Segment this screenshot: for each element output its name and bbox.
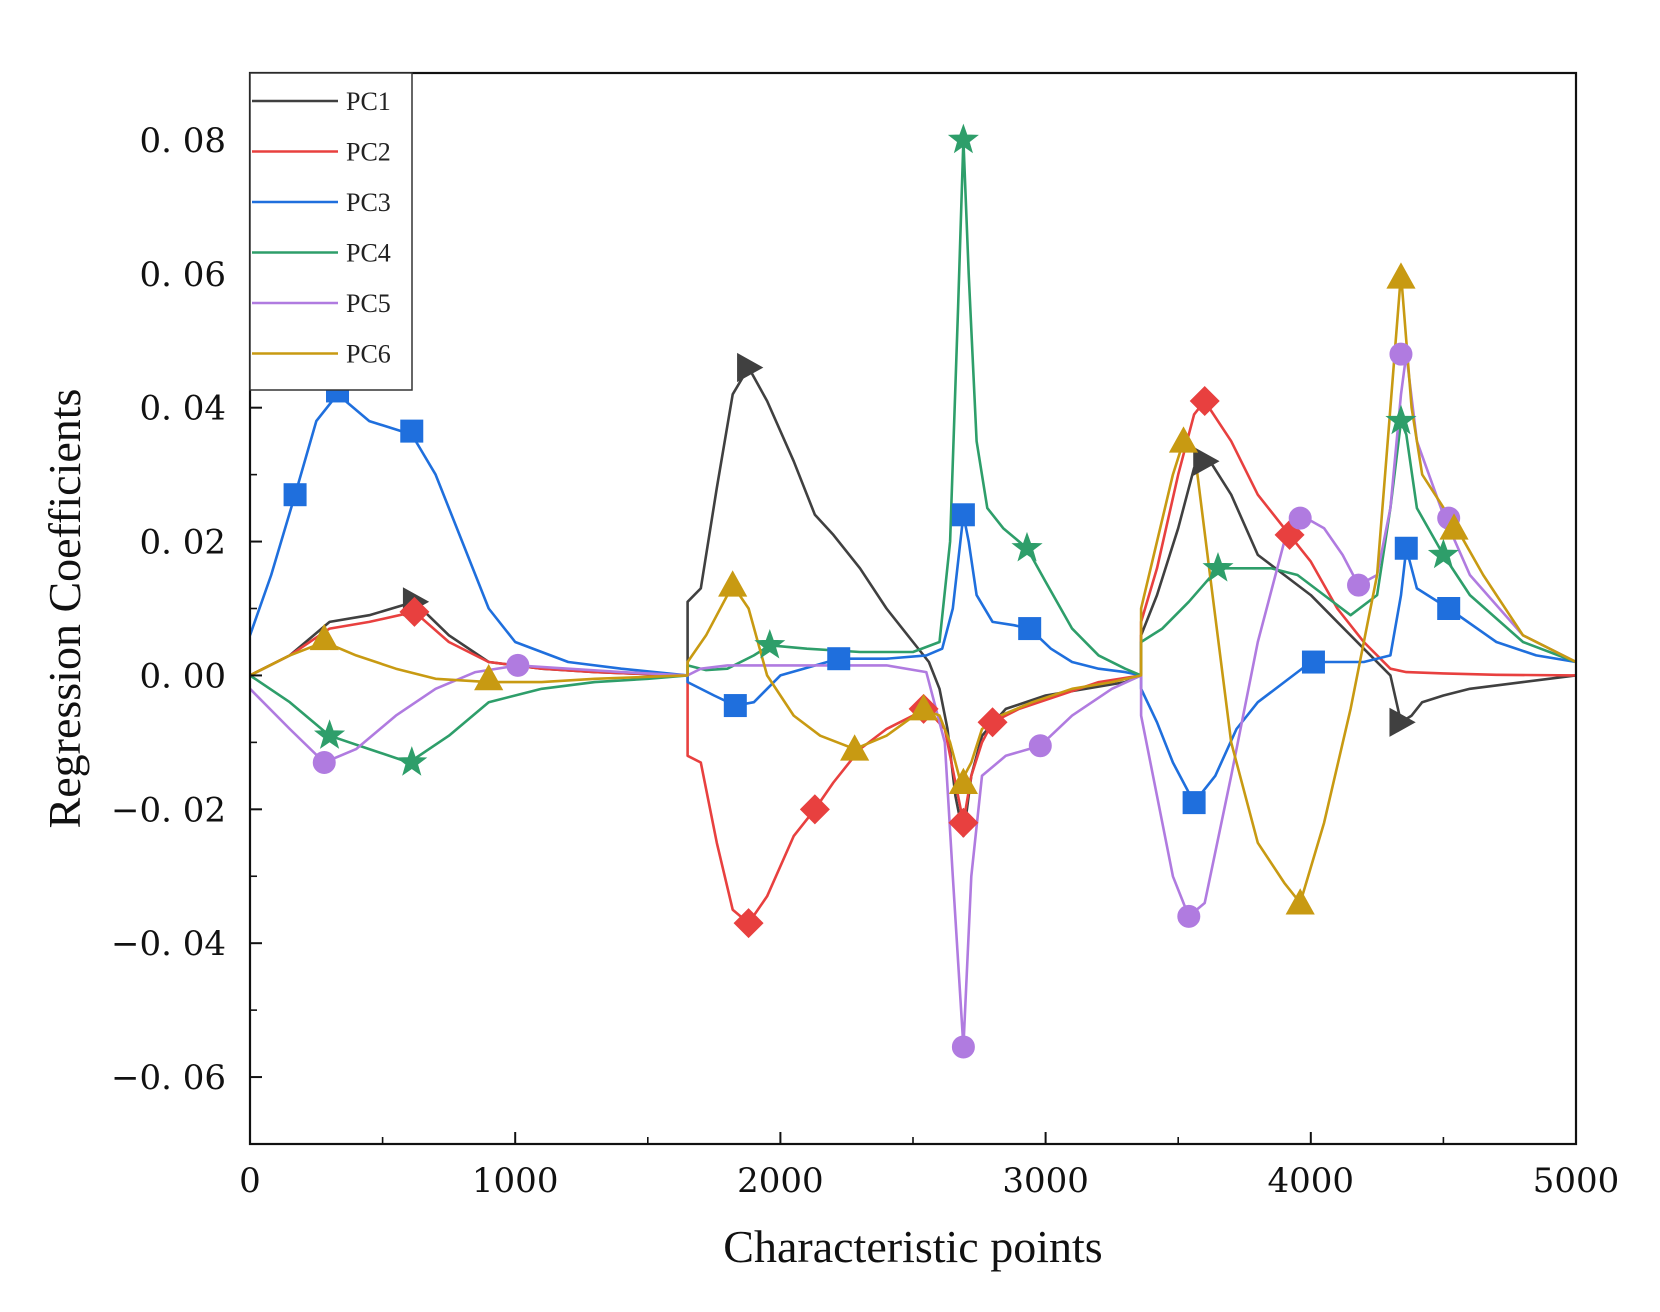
marker-pc6-4	[909, 694, 939, 721]
marker-pc5-5	[1288, 506, 1312, 530]
x-tick-label: 0	[239, 1161, 261, 1201]
y-axis-title: Regression Coefficients	[39, 389, 90, 829]
legend-label-pc1: PC1	[346, 87, 391, 116]
marker-pc3-2	[400, 419, 424, 443]
marker-pc4-3	[947, 123, 979, 154]
marker-pc5-2	[951, 1035, 975, 1059]
series-line-pc4	[250, 138, 1576, 764]
marker-pc3-6	[1018, 617, 1042, 641]
marker-pc1-3	[1389, 707, 1416, 737]
legend-box	[249, 72, 413, 391]
marker-pc4-7	[1427, 538, 1459, 569]
marker-pc2-0	[399, 596, 430, 627]
series-line-pc5	[250, 352, 1576, 1049]
marker-pc3-9	[1394, 536, 1418, 560]
marker-pc2-1	[733, 908, 764, 939]
marker-pc1-2	[1193, 446, 1220, 476]
marker-pc5-0	[312, 750, 336, 774]
legend-label-pc5: PC5	[346, 289, 391, 318]
marker-pc5-1	[506, 653, 530, 677]
x-tick-label: 4000	[1268, 1161, 1355, 1201]
marker-pc6-0	[309, 623, 339, 651]
marker-pc1-1	[737, 352, 764, 383]
marker-pc6-5	[948, 767, 978, 795]
legend: PC1 PC2 PC3 PC4 PC5 PC6	[249, 72, 413, 391]
x-axis-title: Characteristic points	[723, 1221, 1102, 1272]
legend-label-pc3: PC3	[346, 188, 391, 217]
y-tick-label: 0. 08	[139, 121, 226, 161]
y-tick-label: −0. 02	[111, 790, 226, 830]
marker-pc5-3	[1028, 734, 1052, 758]
marker-pc2-4	[948, 807, 979, 838]
marker-pc3-4	[827, 647, 851, 671]
marker-pc5-6	[1347, 573, 1371, 597]
marker-pc4-2	[754, 629, 786, 659]
y-tick-label: −0. 06	[111, 1058, 226, 1098]
marker-pc4-6	[1385, 404, 1417, 435]
axes: 0 1000 2000 3000 4000 5000 −0. 06 −0. 04 −0. 02 0…	[111, 71, 1620, 1201]
plot-area	[250, 123, 1576, 1059]
marker-pc4-4	[1011, 531, 1043, 562]
marker-pc3-7	[1182, 791, 1206, 815]
legend-label-pc4: PC4	[346, 239, 391, 268]
marker-pc5-4	[1177, 904, 1201, 928]
marker-pc2-6	[1189, 385, 1220, 417]
x-tick-label: 3000	[1002, 1161, 1089, 1201]
y-tick-label: 0. 04	[139, 389, 226, 429]
marker-pc6-7	[1285, 888, 1315, 915]
marker-pc4-1	[396, 746, 428, 776]
marker-pc4-5	[1202, 552, 1234, 582]
marker-pc3-8	[1301, 650, 1325, 674]
marker-pc3-0	[283, 483, 307, 507]
marker-pc6-2	[718, 570, 748, 597]
x-tick-label: 1000	[472, 1161, 559, 1201]
y-tick-label: −0. 04	[111, 924, 226, 964]
marker-pc6-9	[1439, 513, 1469, 540]
series-line-pc3	[250, 393, 1576, 804]
y-tick-label: 0. 02	[139, 523, 226, 563]
marker-pc3-3	[723, 694, 747, 718]
legend-label-pc2: PC2	[346, 138, 391, 167]
series-line-pc1	[250, 366, 1576, 838]
legend-label-pc6: PC6	[346, 340, 391, 369]
y-tick-label: 0. 06	[139, 255, 226, 295]
marker-pc6-6	[1168, 426, 1199, 453]
marker-pc2-5	[977, 707, 1008, 738]
plot-frame	[248, 71, 1578, 1146]
marker-pc6-1	[474, 664, 504, 691]
marker-pc5-7	[1389, 342, 1413, 366]
marker-pc3-10	[1437, 597, 1461, 620]
marker-pc2-2	[799, 794, 830, 825]
y-tick-label: 0. 00	[139, 656, 226, 696]
x-tick-label: 5000	[1533, 1161, 1620, 1201]
marker-pc4-0	[313, 719, 346, 749]
marker-pc3-5	[951, 503, 975, 527]
x-tick-label: 2000	[737, 1161, 824, 1201]
marker-pc6-3	[840, 734, 870, 761]
marker-pc6-8	[1386, 262, 1416, 289]
